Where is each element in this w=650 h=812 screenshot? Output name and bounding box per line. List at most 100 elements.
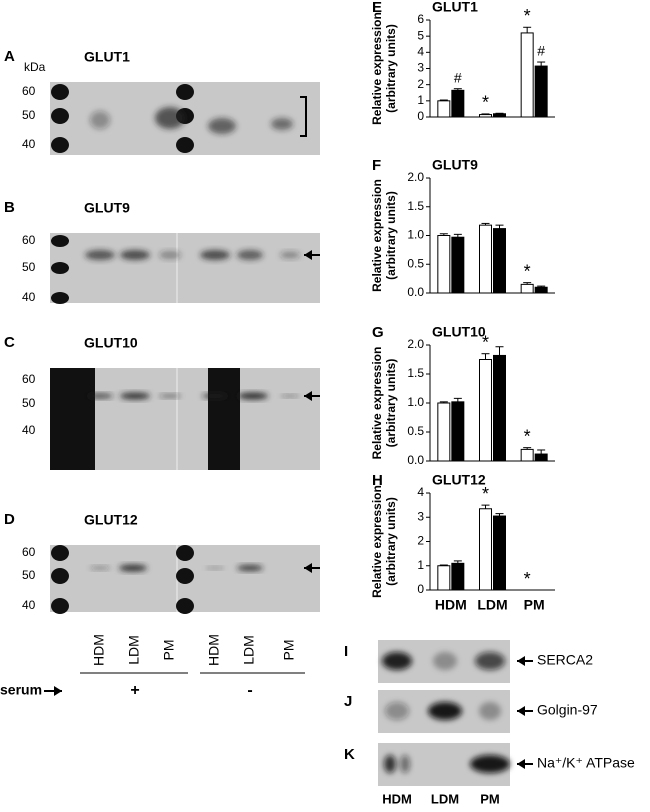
bar <box>534 286 548 294</box>
arrow-head <box>304 391 312 401</box>
arrow-head <box>304 563 312 573</box>
bracket <box>300 96 307 137</box>
kda-marker: 60 <box>22 545 36 559</box>
arrow-head <box>54 686 62 696</box>
bar <box>451 562 465 591</box>
bar <box>437 402 451 462</box>
ladder-band <box>51 108 69 124</box>
kda-marker: 50 <box>22 396 36 410</box>
bar <box>493 354 506 462</box>
band <box>428 702 462 720</box>
significance-mark: # <box>454 69 462 85</box>
bar <box>479 224 492 294</box>
y-tick-label: 6 <box>417 12 424 26</box>
y-tick-label: 1.5 <box>407 366 424 380</box>
y-tick-label: 1 <box>417 558 424 572</box>
y-axis-label: (arbitrary units) <box>384 497 398 586</box>
y-tick-label: 0.5 <box>407 256 424 270</box>
panel-letter: K <box>344 746 355 763</box>
significance-mark: * <box>482 332 489 352</box>
significance-mark: * <box>524 569 531 589</box>
band <box>433 652 457 670</box>
significance-mark: # <box>537 43 545 59</box>
serum-label: serum <box>0 682 42 698</box>
kda-marker: 40 <box>22 137 36 151</box>
bar <box>437 235 451 294</box>
bar <box>520 32 534 118</box>
kda-marker: 40 <box>22 423 36 437</box>
significance-mark: * <box>524 261 531 281</box>
band <box>120 392 150 400</box>
x-tick-label: PM <box>524 597 545 613</box>
band <box>206 566 224 570</box>
y-axis-label: Relative expression <box>370 179 384 292</box>
band <box>85 250 115 260</box>
band <box>479 702 501 720</box>
y-tick-label: 1.0 <box>407 228 424 242</box>
y-tick-label: 2 <box>417 534 424 548</box>
band <box>159 394 181 398</box>
serum-plus: + <box>130 682 139 699</box>
lane-label: HDM <box>382 791 412 806</box>
marker-label: Na⁺/K⁺ ATPase <box>537 755 635 771</box>
y-tick-label: 3 <box>417 61 424 75</box>
y-tick-label: 4 <box>417 485 424 499</box>
panel-letter: G <box>372 324 384 341</box>
y-tick-label: 5 <box>417 28 424 42</box>
y-tick-label: 2 <box>417 77 424 91</box>
dark-edge <box>50 368 95 470</box>
bar <box>451 236 465 294</box>
arrow-head <box>517 656 525 666</box>
chart-title: GLUT10 <box>432 324 486 340</box>
band <box>155 107 185 129</box>
marker-label: Golgin-97 <box>537 702 598 718</box>
ladder-band <box>176 568 194 584</box>
lane-label: LDM <box>431 791 459 806</box>
bar <box>451 89 465 118</box>
y-tick-label: 1.5 <box>407 199 424 213</box>
bar <box>437 100 451 118</box>
y-tick-label: 2.0 <box>407 337 424 351</box>
arrow-head <box>517 706 525 716</box>
bar <box>520 283 534 294</box>
band <box>237 565 263 571</box>
significance-mark: * <box>482 484 489 504</box>
lane-label: LDM <box>241 635 257 665</box>
kda-marker: 60 <box>22 233 36 247</box>
band <box>280 251 300 259</box>
ladder-band <box>51 292 69 304</box>
y-tick-label: 0.5 <box>407 424 424 438</box>
band <box>281 394 299 398</box>
marker-label: SERCA2 <box>537 652 593 668</box>
bar <box>479 359 492 462</box>
ladder-band <box>176 598 194 614</box>
kda-marker: 60 <box>22 372 36 386</box>
y-tick-label: 1 <box>417 93 424 107</box>
ladder-band <box>176 84 194 100</box>
unit-label: kDa <box>24 60 46 74</box>
panel-letter: A <box>4 48 15 65</box>
blot-title: GLUT12 <box>84 512 138 528</box>
bar <box>479 508 492 591</box>
band <box>475 652 505 670</box>
panel-letter: D <box>4 511 15 528</box>
panel-letter: H <box>372 472 383 489</box>
y-axis-label: (arbitrary units) <box>384 191 398 280</box>
kda-marker: 40 <box>22 290 36 304</box>
blot-title: GLUT10 <box>84 335 138 351</box>
x-tick-label: HDM <box>435 597 467 613</box>
ladder-band <box>51 137 69 153</box>
chart-title: GLUT9 <box>432 157 478 173</box>
bar <box>437 565 451 591</box>
chart-title: GLUT1 <box>432 0 478 15</box>
bar <box>493 113 506 118</box>
lane-label: PM <box>281 640 297 661</box>
bar <box>534 65 548 118</box>
y-tick-label: 3 <box>417 509 424 523</box>
bar <box>451 401 465 462</box>
y-tick-label: 0.0 <box>407 285 424 299</box>
y-tick-label: 2.0 <box>407 170 424 184</box>
band <box>120 250 150 260</box>
bar <box>520 448 534 462</box>
kda-marker: 50 <box>22 568 36 582</box>
